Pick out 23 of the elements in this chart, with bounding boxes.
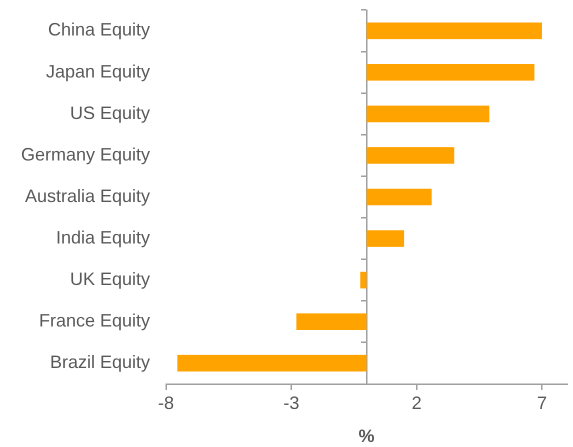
y-tick-label: France Equity [38,310,150,331]
bar [177,354,367,372]
y-tick-label: UK Equity [70,269,150,290]
y-tick-label: Japan Equity [46,61,150,82]
bar [366,64,534,81]
bar [366,147,454,164]
y-tick-label: US Equity [70,102,150,123]
x-axis-title: % [358,426,375,446]
y-tick-label: Germany Equity [20,144,150,164]
bar [366,106,490,122]
x-tick-label: -8 [158,392,174,413]
y-tick-label: Brazil Equity [50,352,150,372]
bar [296,313,367,330]
x-tick-label: 7 [536,392,547,413]
x-tick-label: 2 [412,392,422,413]
bar [366,230,404,247]
y-tick-label: China Equity [48,20,150,40]
y-tick-label: Australia Equity [24,186,150,206]
bar [366,22,542,40]
x-tick-label: -3 [283,392,300,413]
bar [360,272,367,288]
y-tick-label: India Equity [56,228,150,248]
bar [366,188,432,206]
